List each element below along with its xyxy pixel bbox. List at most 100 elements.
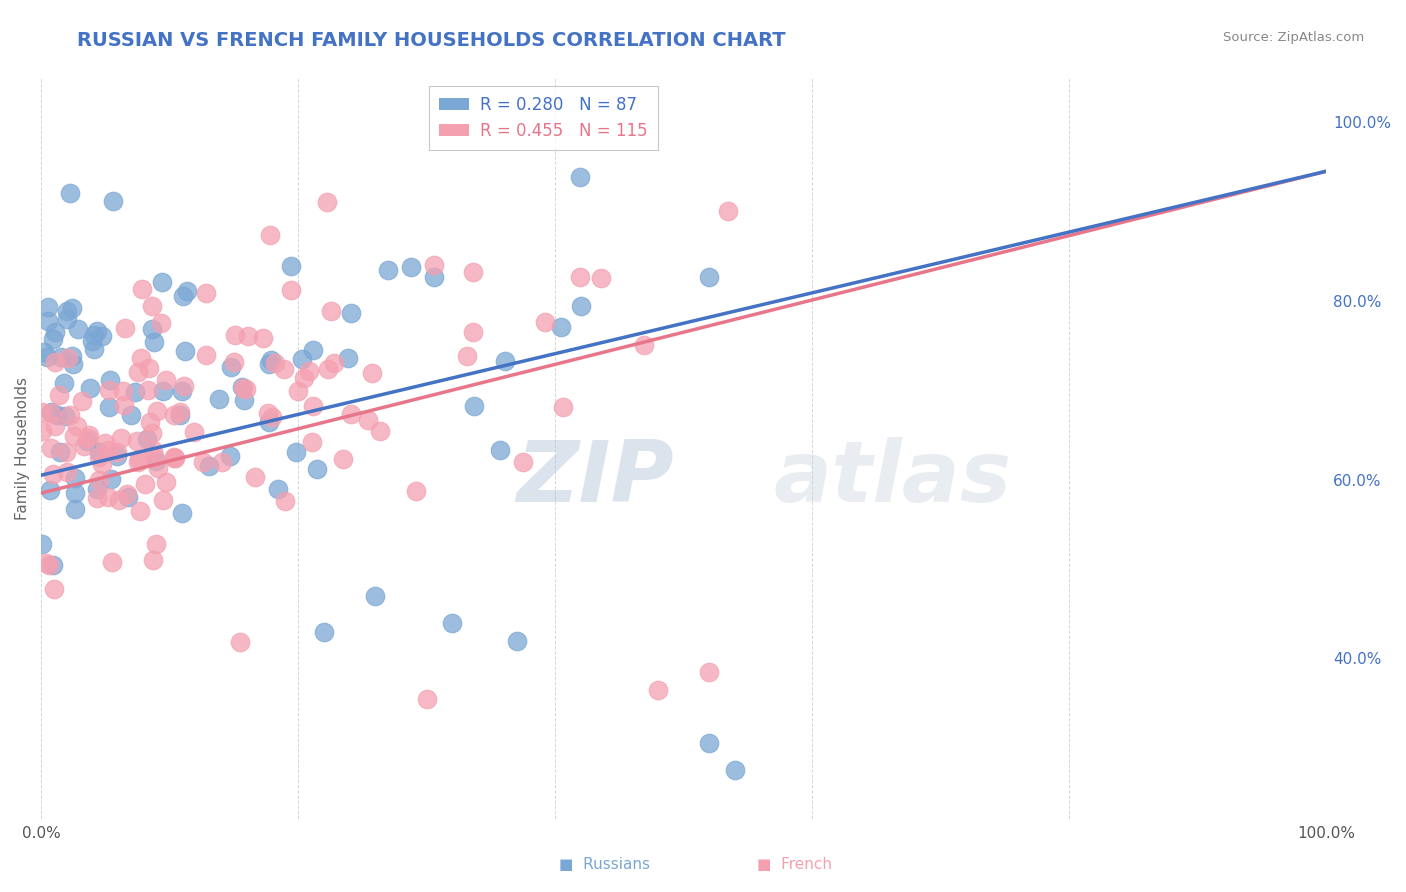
Point [257,406,280,420]
Point [128,504,150,518]
Point [66,419,89,434]
Point [83,327,105,342]
Point [697,665,720,679]
Point [138,415,160,429]
Point [59,408,82,422]
Point [533,315,555,329]
Point [423,269,446,284]
Point [117,491,139,505]
Point [361,366,384,380]
Point [42,558,65,572]
Point [235,382,257,396]
Y-axis label: Family Households: Family Households [15,377,30,520]
Point [170,506,193,520]
Point [108,493,131,508]
Point [211,455,233,469]
Point [512,455,534,469]
Point [302,343,325,357]
Point [53,376,76,390]
Point [79,380,101,394]
Point [589,271,612,285]
Point [252,331,274,345]
Point [56,351,79,366]
Point [219,360,242,375]
Point [72,394,94,409]
Point [136,383,159,397]
Point [229,634,252,648]
Point [31,424,53,438]
Text: ZIP: ZIP [516,436,673,519]
Point [505,633,527,648]
Point [110,431,132,445]
Legend: R = 0.280   N = 87, R = 0.455   N = 115: R = 0.280 N = 87, R = 0.455 N = 115 [429,86,658,150]
Point [312,624,335,639]
Point [323,356,346,370]
Point [173,378,195,392]
Point [145,454,167,468]
Point [125,434,148,449]
Point [39,406,62,420]
Point [112,398,135,412]
Point [194,348,217,362]
Point [233,393,256,408]
Point [340,306,363,320]
Point [340,407,363,421]
Point [53,409,76,424]
Point [120,408,142,422]
Point [169,408,191,422]
Point [287,384,309,399]
Point [294,370,316,384]
Point [163,450,186,464]
Point [100,472,122,486]
Point [456,349,478,363]
Point [83,342,105,356]
Point [280,283,302,297]
Point [138,361,160,376]
Point [316,362,339,376]
Point [170,384,193,398]
Point [105,450,128,464]
Point [463,400,485,414]
Point [163,409,186,423]
Point [65,502,87,516]
Point [89,450,111,464]
Point [94,436,117,450]
Point [42,467,65,481]
Point [332,451,354,466]
Point [415,691,437,706]
Point [264,356,287,370]
Text: atlas: atlas [773,436,1012,519]
Point [96,442,118,457]
Point [143,335,166,350]
Point [284,445,307,459]
Point [80,334,103,348]
Point [59,186,82,201]
Point [155,373,177,387]
Point [34,344,56,359]
Point [163,450,186,465]
Point [305,462,328,476]
Point [551,400,574,414]
Point [262,409,284,424]
Text: RUSSIAN VS FRENCH FAMILY HOUSEHOLDS CORRELATION CHART: RUSSIAN VS FRENCH FAMILY HOUSEHOLDS CORR… [77,31,786,50]
Point [117,487,139,501]
Point [129,351,152,366]
Point [274,493,297,508]
Point [55,445,77,459]
Point [232,381,254,395]
Point [131,282,153,296]
Point [267,482,290,496]
Point [260,352,283,367]
Point [195,285,218,300]
Point [152,492,174,507]
Point [163,450,186,465]
Point [114,320,136,334]
Point [100,555,122,569]
Point [37,314,59,328]
Point [463,326,485,340]
Point [41,405,63,419]
Point [44,325,66,339]
Point [219,449,242,463]
Point [98,372,121,386]
Text: Source: ZipAtlas.com: Source: ZipAtlas.com [1223,31,1364,45]
